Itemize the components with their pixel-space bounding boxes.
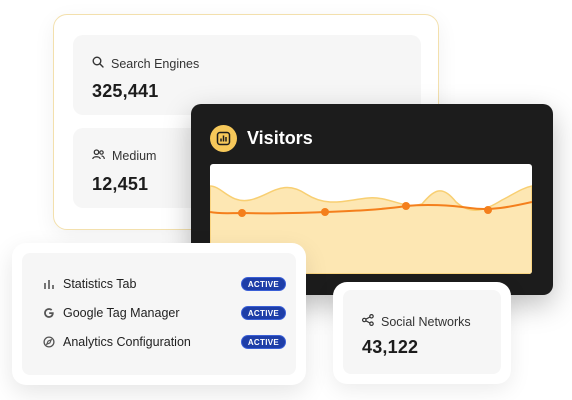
visitors-point (402, 202, 410, 210)
status-badge: ACTIVE (240, 306, 286, 320)
social-networks-card: Social Networks 43,122 (333, 282, 511, 384)
integrations-card: Statistics Tab ACTIVE Google Tag Manager… (12, 243, 306, 385)
status-badge: ACTIVE (240, 277, 286, 291)
status-badge: ACTIVE (240, 335, 286, 349)
social-networks-value: 43,122 (362, 337, 419, 357)
integrations-list: Statistics Tab ACTIVE Google Tag Manager… (22, 253, 296, 375)
integration-row-google-tag-manager[interactable]: Google Tag Manager ACTIVE (42, 303, 286, 323)
visitors-point (238, 209, 246, 217)
integration-row-statistics-tab[interactable]: Statistics Tab ACTIVE (42, 274, 286, 294)
search-icon (92, 56, 104, 71)
integration-label: Google Tag Manager (63, 306, 180, 320)
traffic-sources-card: Search Engines 325,441 Medium 12,451 (53, 14, 439, 230)
bar-chart-icon (42, 277, 56, 291)
search-engines-label: Search Engines (111, 56, 200, 71)
search-engines-stat: Search Engines 325,441 (73, 35, 421, 115)
visitors-point (321, 208, 329, 216)
integration-label: Statistics Tab (63, 277, 137, 291)
social-networks-stat: Social Networks 43,122 (343, 290, 501, 374)
social-networks-label: Social Networks (381, 314, 471, 329)
medium-label: Medium (112, 149, 157, 163)
search-engines-value: 325,441 (92, 81, 159, 101)
compass-icon (42, 335, 56, 349)
chart-icon (210, 125, 237, 152)
visitors-title: Visitors (247, 128, 313, 148)
integration-label: Analytics Configuration (63, 335, 191, 349)
integration-row-analytics-configuration[interactable]: Analytics Configuration ACTIVE (42, 332, 286, 352)
share-icon (361, 313, 374, 329)
visitors-point (484, 206, 492, 214)
google-icon (42, 306, 56, 320)
users-icon (92, 149, 105, 163)
medium-value: 12,451 (92, 174, 149, 194)
